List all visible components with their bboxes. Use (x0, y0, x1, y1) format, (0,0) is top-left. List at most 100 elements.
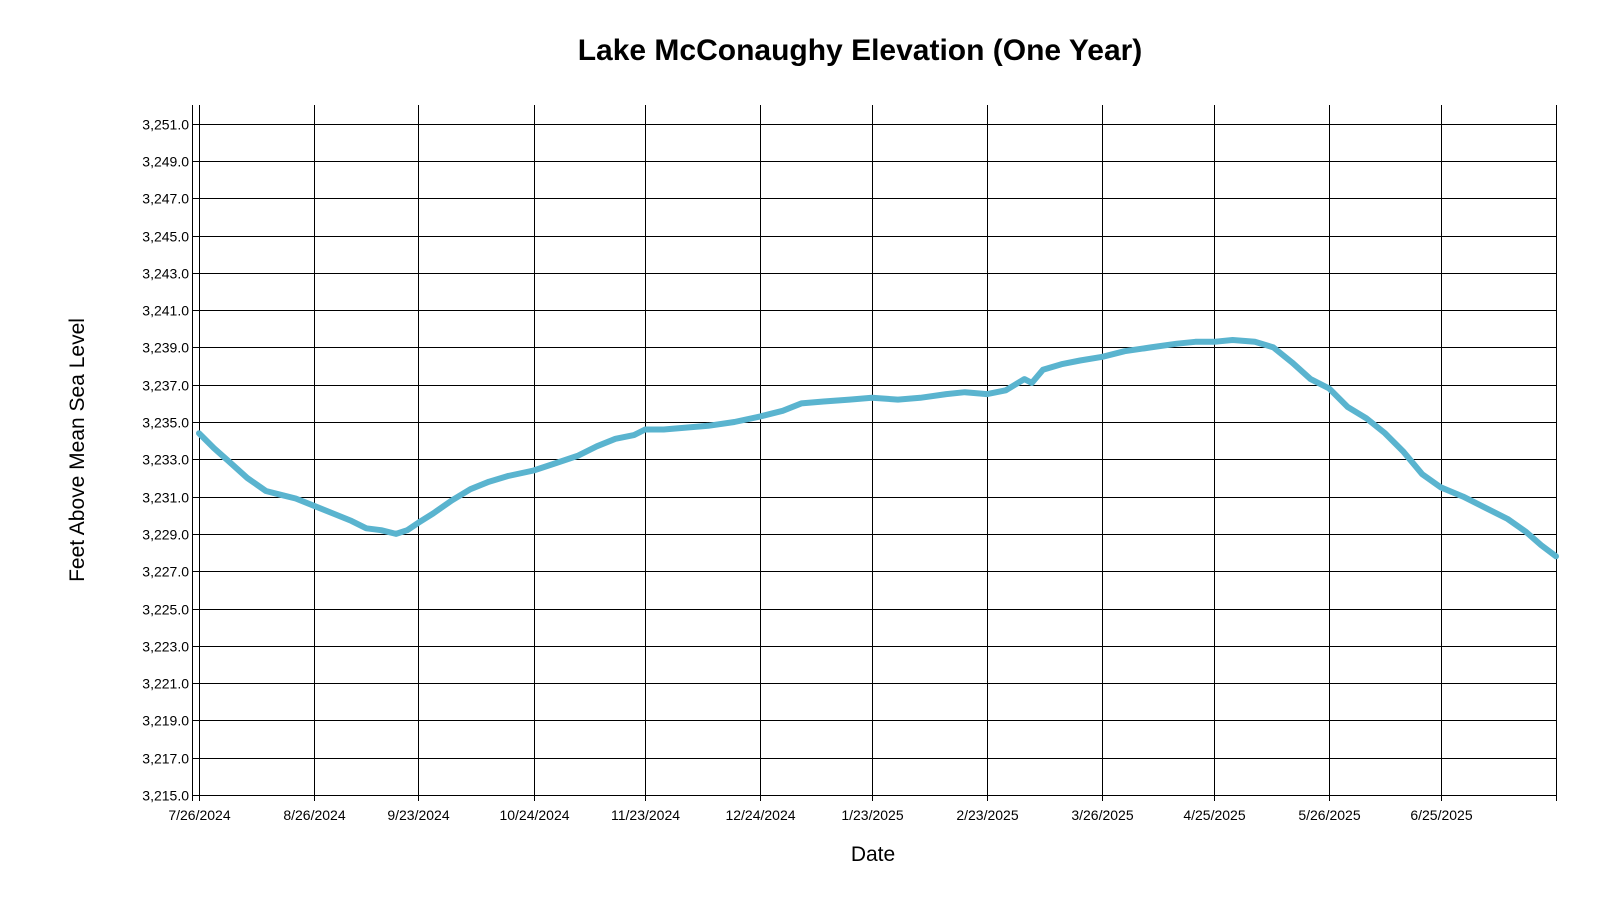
data-point (1252, 339, 1258, 345)
data-point (263, 488, 269, 494)
data-point (1382, 430, 1388, 436)
data-point (683, 425, 689, 431)
x-tick-label: 10/24/2024 (499, 807, 569, 823)
x-tick-label: 5/26/2025 (1298, 807, 1360, 823)
data-point (311, 503, 317, 509)
data-point (404, 527, 410, 533)
y-tick-label: 3,237.0 (142, 378, 189, 394)
data-point (757, 413, 764, 419)
series-line (196, 337, 1559, 560)
data-point (430, 510, 436, 516)
data-point (1192, 339, 1198, 345)
data-point (1482, 505, 1488, 511)
data-point (363, 525, 369, 531)
data-point (798, 400, 804, 406)
data-point (486, 479, 492, 485)
axes (192, 105, 1557, 801)
y-tick-label: 3,227.0 (142, 564, 189, 580)
data-point (531, 467, 537, 474)
data-point (211, 445, 217, 451)
data-point (1230, 337, 1236, 343)
y-tick-label: 3,229.0 (142, 527, 189, 543)
data-point (1021, 376, 1027, 382)
data-point (226, 458, 232, 464)
data-point (594, 443, 600, 449)
data-point (1058, 361, 1065, 367)
data-point (895, 397, 901, 403)
y-tick-label: 3,233.0 (142, 452, 189, 468)
data-point (1174, 341, 1180, 347)
x-tick-labels: 7/26/2024 8/26/2024 9/23/2024 10/24/2024 11/… (168, 807, 1472, 823)
data-point (1553, 553, 1559, 559)
x-tick-label: 11/23/2024 (611, 807, 680, 823)
data-point (1345, 404, 1351, 410)
data-point (1029, 380, 1035, 386)
data-point (449, 497, 455, 503)
data-point (1419, 471, 1425, 477)
data-point (196, 430, 202, 436)
data-point (1538, 542, 1544, 548)
y-tick-label: 3,243.0 (142, 266, 189, 282)
x-tick-label: 8/26/2024 (283, 807, 345, 823)
data-point (984, 391, 990, 397)
data-point (293, 495, 299, 502)
data-point (642, 426, 648, 433)
chart-title: Lake McConaughy Elevation (One Year) (578, 34, 1143, 67)
data-point (731, 419, 738, 425)
data-point (780, 408, 786, 414)
data-point (917, 395, 923, 401)
data-point (661, 426, 667, 433)
x-tick-label: 9/23/2024 (387, 807, 449, 823)
y-axis-label: Feet Above Mean Sea Level (66, 318, 89, 582)
y-tick-label: 3,241.0 (142, 303, 189, 319)
data-point (1326, 385, 1332, 392)
y-tick-label: 3,235.0 (142, 415, 189, 431)
data-point (467, 486, 473, 492)
y-tick-label: 3,225.0 (142, 602, 189, 618)
data-point (278, 492, 284, 498)
y-tick-label: 3,245.0 (142, 229, 189, 245)
data-point (1289, 359, 1295, 365)
x-tick-label: 7/26/2024 (168, 807, 230, 823)
y-tick-label: 3,219.0 (142, 713, 189, 729)
y-tick-label: 3,221.0 (142, 676, 189, 692)
y-tick-label: 3,223.0 (142, 639, 189, 655)
x-tick-label: 6/25/2025 (1410, 807, 1472, 823)
data-point (821, 398, 827, 405)
data-point (378, 527, 384, 533)
x-tick-label: 12/24/2024 (725, 807, 795, 823)
data-point (1460, 494, 1466, 500)
y-tick-label: 3,231.0 (142, 490, 189, 506)
y-tick-label: 3,217.0 (142, 751, 189, 767)
data-point (393, 531, 399, 537)
data-point (705, 423, 711, 429)
data-point (869, 395, 875, 401)
x-tick-label: 3/26/2025 (1071, 807, 1133, 823)
data-series (196, 337, 1559, 560)
data-point (1211, 339, 1217, 345)
data-point (244, 475, 250, 481)
data-point (1099, 354, 1105, 360)
data-point (612, 436, 619, 442)
data-point (553, 460, 559, 466)
y-tick-label: 3,239.0 (142, 340, 189, 356)
data-point (847, 397, 853, 403)
data-point (631, 432, 637, 438)
data-point (1401, 449, 1407, 455)
data-point (1148, 344, 1154, 350)
data-point (1363, 415, 1369, 421)
data-point (348, 518, 354, 524)
x-tick-label: 2/23/2025 (956, 807, 1018, 823)
data-point (943, 391, 949, 397)
y-tick-label: 3,215.0 (142, 788, 189, 804)
data-point (1270, 344, 1276, 350)
y-tick-label: 3,251.0 (142, 117, 189, 133)
data-point (1308, 376, 1314, 382)
data-point (1523, 529, 1529, 535)
x-gridlines (199, 105, 1442, 801)
x-tick-label: 1/23/2025 (841, 807, 903, 823)
data-point (1003, 387, 1009, 393)
x-tick-label: 4/25/2025 (1183, 807, 1245, 823)
y-tick-labels: 3,215.0 3,217.0 3,219.0 3,221.0 3,223.0 3,225… (142, 117, 189, 804)
